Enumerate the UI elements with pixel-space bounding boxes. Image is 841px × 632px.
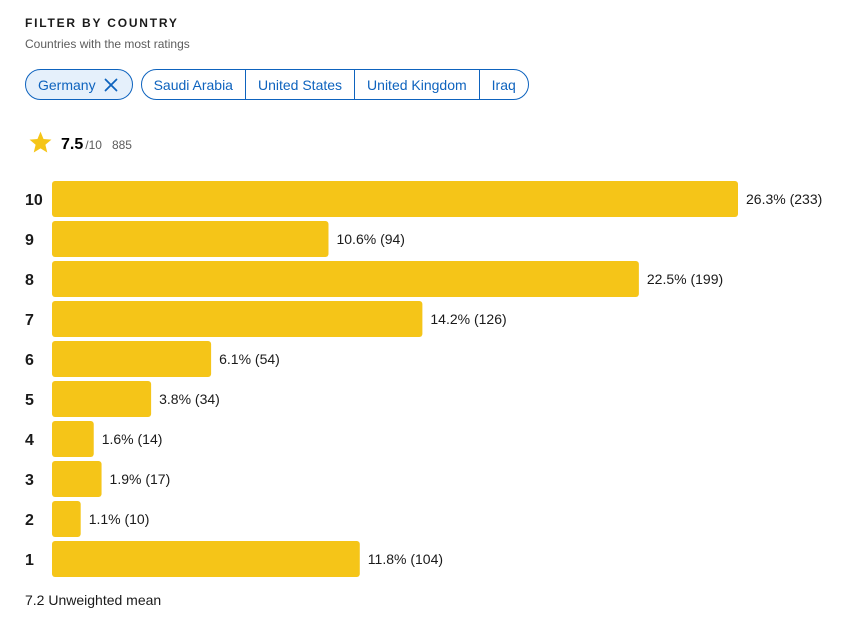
selected-country-chip[interactable]: Germany — [25, 69, 133, 100]
rating-bar-value: 26.3% (233) — [746, 191, 822, 207]
rating-bar-3[interactable] — [52, 461, 102, 497]
rating-bar-2[interactable] — [52, 501, 81, 537]
rating-bar-value: 1.6% (14) — [102, 431, 163, 447]
rating-category-label: 5 — [25, 392, 34, 409]
rating-bar-5[interactable] — [52, 381, 152, 417]
rating-bar-4[interactable] — [52, 421, 94, 457]
rating-bar-value: 22.5% (199) — [647, 271, 723, 287]
rating-category-label: 3 — [25, 472, 34, 489]
rating-bar-9[interactable] — [52, 221, 329, 257]
close-icon[interactable] — [104, 78, 118, 92]
rating-bar-10[interactable] — [52, 181, 738, 217]
section-title: FILTER BY COUNTRY — [25, 16, 179, 30]
rating-max: /10 — [85, 138, 102, 152]
country-options: Saudi Arabia United States United Kingdo… — [140, 69, 529, 100]
rating-bar-8[interactable] — [52, 261, 639, 297]
selected-country-label: Germany — [38, 76, 96, 93]
country-option-iraq[interactable]: Iraq — [491, 76, 516, 93]
rating-bar-value: 14.2% (126) — [430, 311, 506, 327]
unweighted-mean: 7.2 Unweighted mean — [25, 592, 162, 608]
rating-bar-value: 11.8% (104) — [368, 551, 443, 567]
rating-bar-value: 3.8% (34) — [159, 391, 220, 407]
rating-category-label: 4 — [25, 432, 34, 449]
country-option-saudi-arabia[interactable]: Saudi Arabia — [142, 70, 246, 99]
country-filter: Germany Saudi Arabia United States Unite… — [25, 69, 529, 100]
rating-category-label: 7 — [25, 312, 34, 329]
rating-bar-value: 10.6% (94) — [336, 231, 404, 247]
rating-bar-1[interactable] — [52, 541, 360, 577]
rating-category-label: 8 — [25, 272, 34, 289]
rating-bar-value: 1.1% (10) — [89, 511, 150, 527]
rating-bar-7[interactable] — [52, 301, 423, 337]
rating-bar-value: 1.9% (17) — [110, 471, 171, 487]
country-option-united-states[interactable]: United States — [246, 70, 356, 99]
rating-category-label: 9 — [25, 232, 34, 249]
rating-category-label: 1 — [25, 552, 34, 569]
rating-value: 7.5 — [61, 136, 84, 153]
rating-category-label: 2 — [25, 512, 34, 529]
section-subtitle: Countries with the most ratings — [25, 37, 190, 51]
star-icon — [29, 131, 52, 153]
rating-bar-6[interactable] — [52, 341, 212, 377]
rating-bar-value: 6.1% (54) — [219, 351, 280, 367]
rating-category-label: 10 — [25, 192, 43, 209]
rating-category-label: 6 — [25, 352, 34, 369]
country-option-united-kingdom[interactable]: United Kingdom — [355, 70, 480, 99]
rating-count: 885 — [111, 138, 132, 152]
rating-summary: 7.5 /10 885 — [28, 124, 132, 154]
